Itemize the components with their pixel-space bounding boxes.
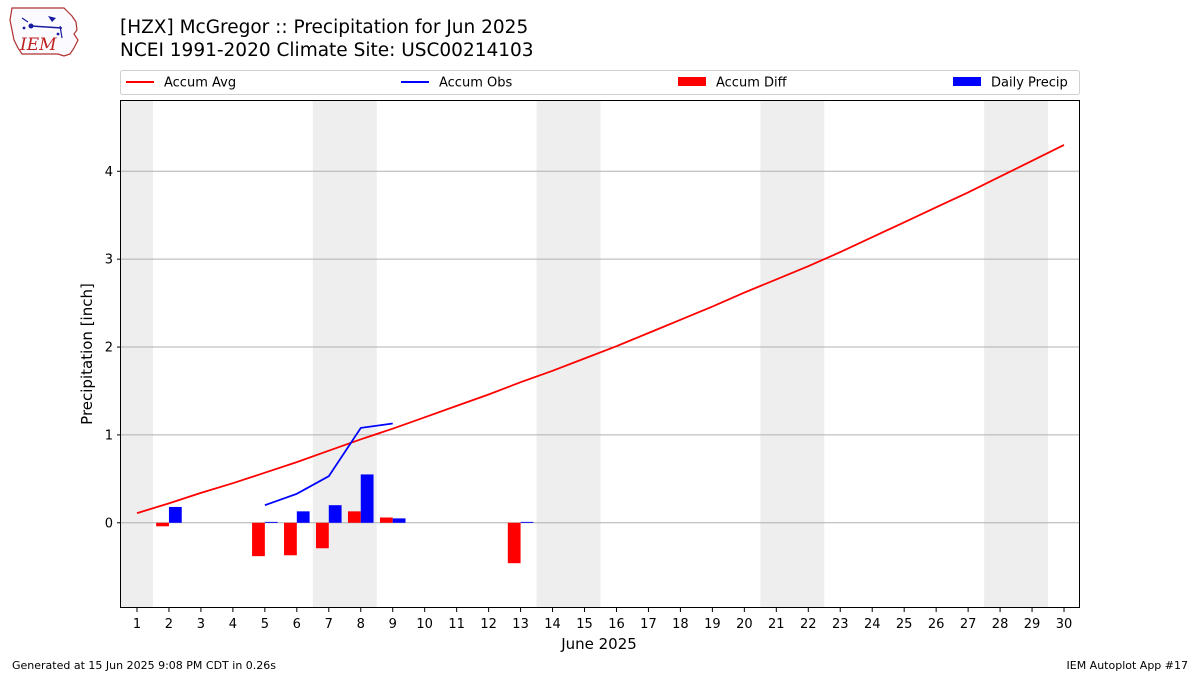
x-tick-label: 27 — [960, 617, 977, 632]
x-tick-label: 24 — [864, 617, 881, 632]
accum-obs-line — [264, 422, 393, 507]
x-tick-label: 1 — [133, 617, 141, 632]
legend-swatch-accum-diff — [678, 77, 706, 86]
x-tick-label: 26 — [928, 617, 945, 632]
x-tick-label: 11 — [448, 617, 465, 632]
plot-area-frame — [120, 100, 1080, 608]
x-tick-label: 16 — [608, 617, 625, 632]
chart-subtitle: NCEI 1991-2020 Climate Site: USC00214103 — [120, 40, 534, 61]
legend-label-accum-avg: Accum Avg — [164, 76, 236, 91]
accum-avg-line — [136, 144, 1065, 514]
daily-precip-bar — [360, 474, 374, 523]
accum-diff-bar — [252, 522, 265, 557]
x-tick-label: 4 — [229, 617, 237, 632]
x-tick-label: 30 — [1056, 617, 1073, 632]
weekend-band — [760, 101, 825, 608]
iem-logo-icon: IEM — [6, 4, 82, 60]
x-tick-label: 28 — [992, 617, 1009, 632]
daily-precip-bar — [520, 521, 534, 523]
accum-diff-bar — [284, 522, 297, 556]
x-tick-label: 9 — [389, 617, 397, 632]
accum-diff-bar — [156, 522, 169, 527]
legend-swatch-daily-precip — [953, 77, 981, 86]
accum-diff-bar — [315, 522, 329, 549]
weekend-band — [536, 101, 601, 608]
x-axis-label: June 2025 — [560, 635, 637, 653]
x-tick-label: 7 — [325, 617, 333, 632]
y-tick-label: 0 — [105, 516, 113, 531]
app-label: IEM Autoplot App #17 — [1066, 659, 1189, 672]
accum-diff-bar — [347, 511, 361, 523]
weekend-band — [121, 101, 153, 608]
x-tick-label: 23 — [832, 617, 849, 632]
y-tick-label: 1 — [105, 428, 113, 443]
y-tick-label: 2 — [105, 341, 113, 356]
x-tick-label: 3 — [197, 617, 205, 632]
x-tick-label: 5 — [261, 617, 269, 632]
x-tick-label: 2 — [165, 617, 173, 632]
daily-precip-bar — [392, 518, 406, 523]
x-tick-label: 18 — [672, 617, 689, 632]
daily-precip-bar — [264, 521, 278, 523]
x-tick-label: 6 — [293, 617, 301, 632]
x-tick-label: 15 — [576, 617, 593, 632]
x-tick-label: 22 — [800, 617, 817, 632]
accum-diff-bar — [507, 522, 521, 564]
x-tick-label: 14 — [544, 617, 561, 632]
y-axis-label: Precipitation [inch] — [78, 283, 96, 425]
x-tick-label: 17 — [640, 617, 657, 632]
logo-text: IEM — [19, 35, 57, 55]
x-tick-label: 29 — [1024, 617, 1041, 632]
daily-precip-bar — [328, 505, 342, 523]
legend-label-accum-diff: Accum Diff — [716, 76, 788, 91]
legend-box — [120, 70, 1080, 95]
y-tick-label: 4 — [105, 165, 113, 180]
x-tick-label: 19 — [704, 617, 721, 632]
x-tick-label: 8 — [357, 617, 365, 632]
weekend-band — [984, 101, 1049, 608]
x-tick-label: 12 — [480, 617, 497, 632]
daily-precip-bar — [296, 511, 310, 523]
chart-title: [HZX] McGregor :: Precipitation for Jun … — [120, 17, 529, 38]
accum-diff-bar — [379, 517, 393, 523]
x-tick-label: 10 — [416, 617, 433, 632]
y-tick-label: 3 — [105, 253, 113, 268]
generated-timestamp: Generated at 15 Jun 2025 9:08 PM CDT in … — [12, 659, 277, 672]
x-tick-label: 21 — [768, 617, 785, 632]
x-tick-label: 13 — [512, 617, 529, 632]
legend-label-daily-precip: Daily Precip — [991, 76, 1068, 91]
x-tick-label: 25 — [896, 617, 913, 632]
legend-label-accum-obs: Accum Obs — [439, 76, 512, 91]
daily-precip-bar — [168, 506, 182, 523]
x-tick-label: 20 — [736, 617, 753, 632]
